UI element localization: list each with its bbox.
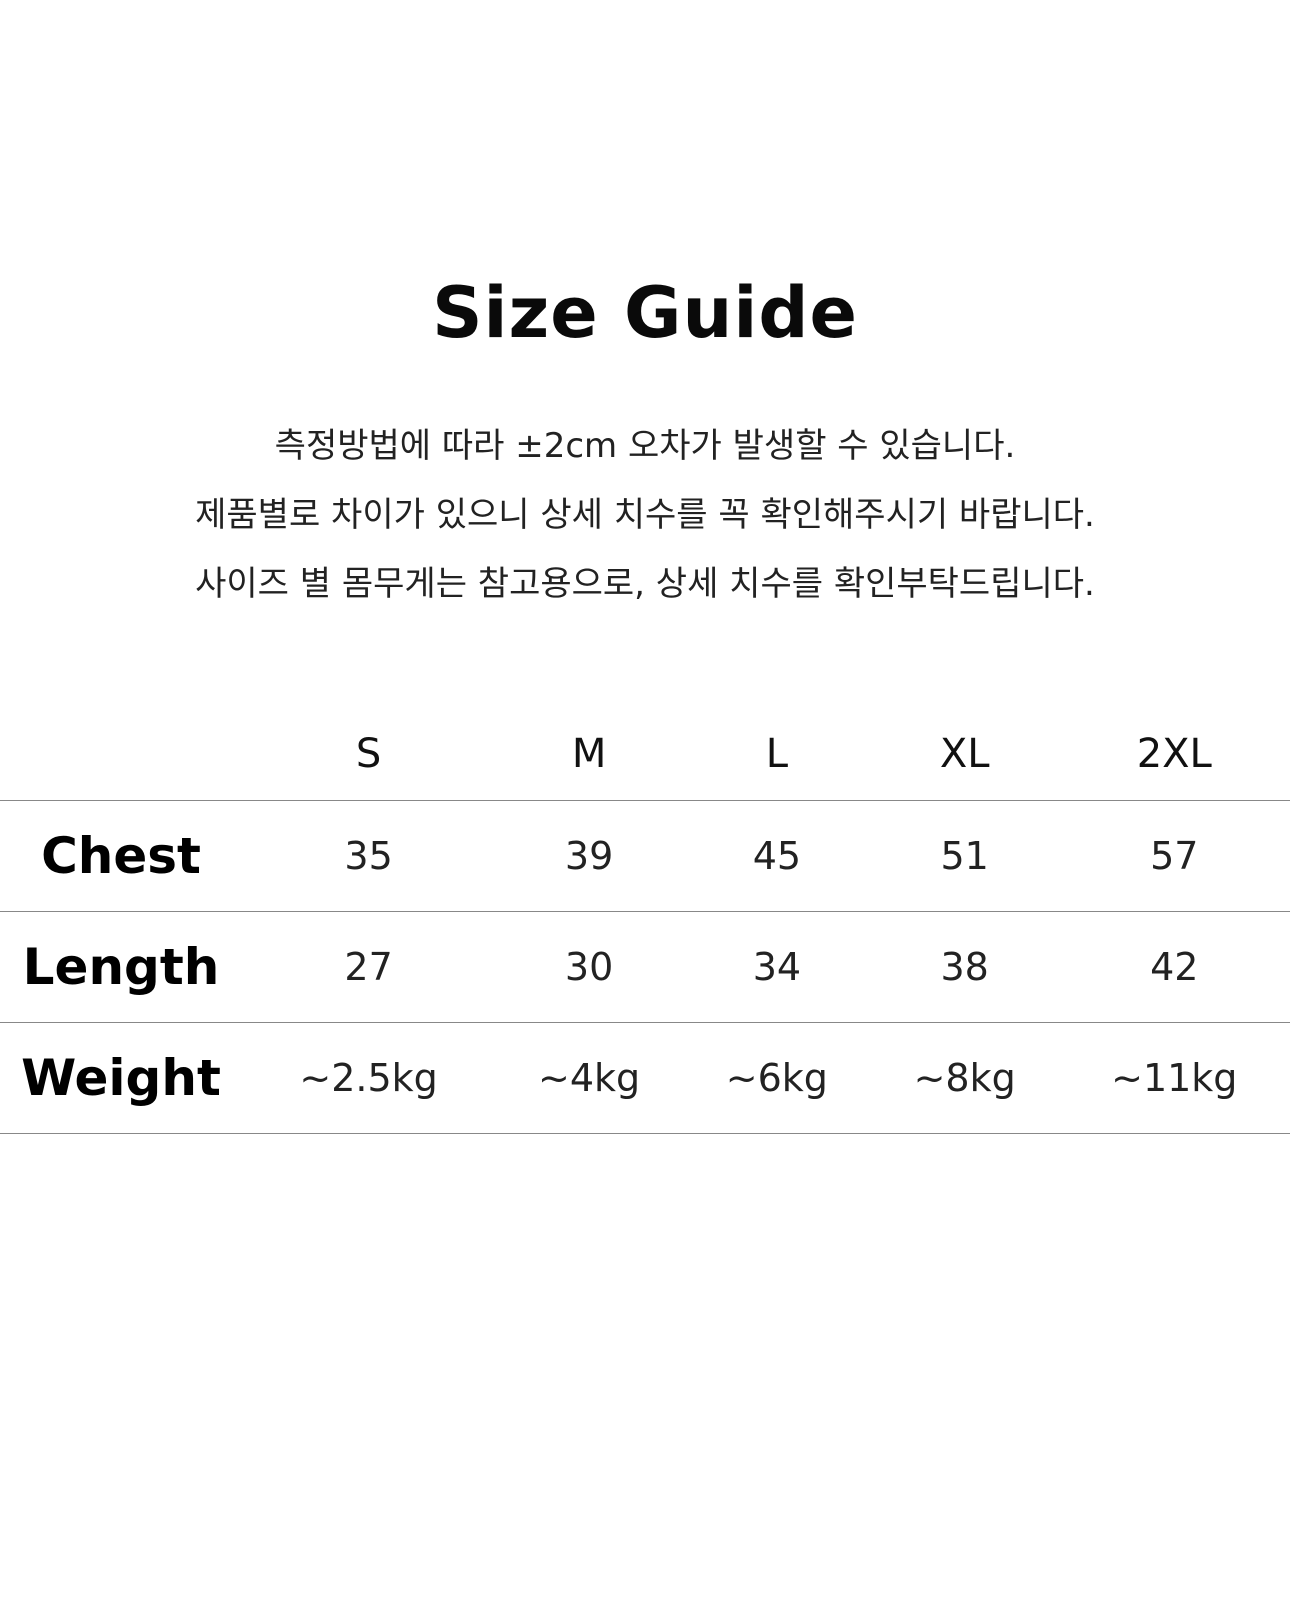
page-title: Size Guide — [432, 272, 858, 354]
table-cell: 39 — [495, 800, 683, 912]
table-cell: 51 — [870, 800, 1059, 912]
note-line: 사이즈 별 몸무게는 참고용으로, 상세 치수를 확인부탁드립니다. — [195, 564, 1095, 604]
table-cell: ~4kg — [495, 1022, 683, 1134]
table-cell: 45 — [682, 800, 871, 912]
table-cell: ~6kg — [682, 1022, 871, 1134]
corner-cell — [0, 708, 242, 801]
table-row-chest: Chest 35 39 45 51 57 — [0, 800, 1290, 912]
size-header: M — [571, 731, 607, 777]
table-cell: ~8kg — [870, 1022, 1059, 1134]
size-header: S — [355, 731, 382, 777]
table-cell: 27 — [242, 911, 496, 1023]
table-cell: 42 — [1058, 911, 1290, 1023]
table-cell: 34 — [682, 911, 871, 1023]
table-cell: 38 — [870, 911, 1059, 1023]
notes: 측정방법에 따라 ±2cm 오차가 발생할 수 있습니다. 제품별로 차이가 있… — [0, 412, 1290, 619]
table-cell: 30 — [495, 911, 683, 1023]
table-cell: ~11kg — [1058, 1022, 1290, 1134]
table-cell: 35 — [242, 800, 496, 912]
table-cell: ~2.5kg — [242, 1022, 496, 1134]
table-cell: 57 — [1058, 800, 1290, 912]
row-label: Length — [0, 911, 242, 1023]
table-row-length: Length 27 30 34 38 42 — [0, 911, 1290, 1023]
size-header: XL — [939, 731, 990, 777]
table-row-weight: Weight ~2.5kg ~4kg ~6kg ~8kg ~11kg — [0, 1022, 1290, 1134]
size-header-row: S M L XL 2XL — [0, 708, 1290, 801]
note-line: 측정방법에 따라 ±2cm 오차가 발생할 수 있습니다. — [274, 426, 1016, 466]
size-header: L — [765, 731, 789, 777]
size-header: 2XL — [1136, 731, 1212, 777]
size-table: S M L XL 2XL Chest 35 39 45 51 57 Length… — [0, 708, 1290, 1134]
row-label: Chest — [0, 800, 242, 912]
note-line: 제품별로 차이가 있으니 상세 치수를 꼭 확인해주시기 바랍니다. — [195, 495, 1095, 535]
row-label: Weight — [0, 1022, 242, 1134]
